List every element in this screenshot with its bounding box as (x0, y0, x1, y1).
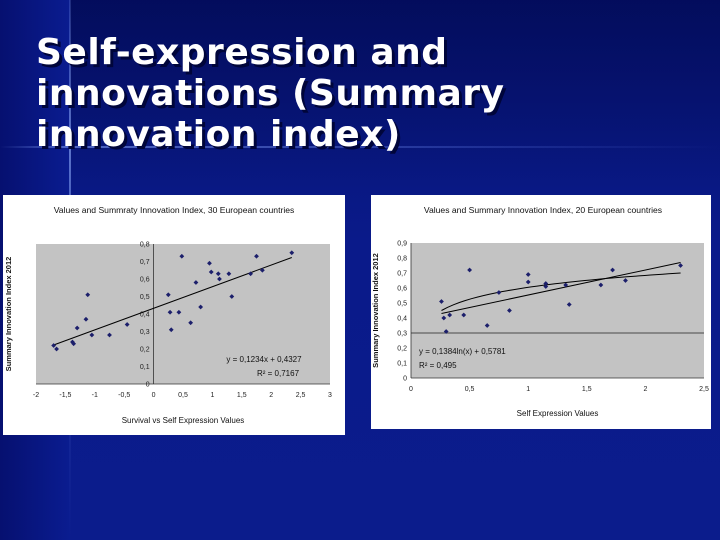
x-tick-label: -0,5 (118, 392, 130, 399)
y-tick-label: 0 (403, 376, 407, 383)
regression-annotation: R² = 0,7167 (257, 369, 300, 378)
data-point (563, 282, 569, 288)
y-tick-label: 0,7 (397, 271, 407, 278)
x-tick-label: 2 (269, 392, 273, 399)
y-tick-label: 0,3 (140, 329, 150, 336)
data-point (525, 279, 531, 285)
data-point (441, 315, 447, 321)
chart-20-countries: Values and Summary Innovation Index, 20 … (371, 205, 709, 418)
x-axis-label: Survival vs Self Expression Values (122, 416, 245, 425)
data-point (507, 308, 512, 313)
y-tick-label: 0,8 (397, 256, 407, 263)
x-tick-label: 0 (409, 386, 413, 393)
regression-annotation: y = 0,1384ln(x) + 0,5781 (419, 347, 506, 356)
y-tick-label: 0,1 (397, 361, 407, 368)
x-tick-label: 1 (526, 386, 530, 393)
data-point (610, 267, 615, 273)
data-point (467, 267, 472, 273)
x-tick-label: 0 (152, 392, 156, 399)
data-point (496, 290, 502, 295)
x-tick-label: -1 (92, 392, 98, 399)
chart-panel-30-countries: Values and Summraty Innovation Index, 30… (3, 195, 345, 435)
y-tick-label: 0,6 (397, 286, 407, 293)
y-tick-label: 0,6 (140, 277, 150, 284)
chart-title: Values and Summraty Innovation Index, 30… (54, 205, 295, 215)
regression-annotation: R² = 0,495 (419, 361, 457, 370)
y-tick-label: 0,5 (140, 294, 150, 301)
trendline-log (441, 272, 681, 311)
y-tick-label: 0,3 (397, 331, 407, 338)
x-tick-label: 0,5 (465, 386, 475, 393)
x-axis-label: Self Expression Values (517, 409, 599, 418)
y-tick-label: 0,4 (140, 312, 150, 319)
decorative-horizontal-line (0, 146, 720, 148)
data-point (289, 250, 295, 256)
data-point (259, 267, 265, 273)
y-tick-label: 0,4 (397, 316, 407, 323)
data-point (447, 312, 453, 318)
data-point (543, 281, 549, 286)
y-tick-label: 0,7 (140, 259, 150, 266)
x-tick-label: 1,5 (582, 386, 592, 393)
x-tick-label: 1 (210, 392, 214, 399)
plot-area (411, 243, 704, 378)
data-point (443, 329, 449, 334)
data-point (623, 278, 628, 283)
y-axis-label: Summary Innovation Index 2012 (4, 257, 13, 372)
y-tick-label: 0 (146, 382, 150, 389)
y-tick-label: 0,8 (140, 242, 150, 249)
y-tick-label: 0,2 (397, 346, 407, 353)
chart-title: Values and Summary Innovation Index, 20 … (424, 205, 662, 215)
y-tick-label: 0,1 (140, 364, 150, 371)
x-tick-label: 2,5 (699, 386, 709, 393)
y-tick-label: 0,5 (397, 301, 407, 308)
x-tick-label: 2,5 (296, 392, 306, 399)
y-tick-label: 0,9 (397, 241, 407, 248)
trendline-linear (53, 257, 292, 346)
data-point (566, 302, 572, 307)
x-tick-label: -1,5 (59, 392, 71, 399)
background-shade (0, 0, 720, 190)
x-tick-label: 1,5 (237, 392, 247, 399)
x-tick-label: -2 (33, 392, 39, 399)
slide-title: Self-expression and innovations (Summary… (36, 32, 505, 155)
x-tick-label: 2 (643, 386, 647, 393)
x-tick-label: 3 (328, 392, 332, 399)
x-tick-label: 0,5 (178, 392, 188, 399)
chart-panel-20-countries: Values and Summary Innovation Index, 20 … (371, 195, 711, 429)
y-axis-label: Summary Innovation Index 2012 (371, 253, 380, 368)
data-point (70, 339, 75, 345)
chart-30-countries: Values and Summraty Innovation Index, 30… (4, 205, 332, 425)
trendline-linear (441, 262, 681, 314)
data-point (525, 272, 531, 277)
regression-annotation: y = 0,1234x + 0,4327 (226, 355, 302, 364)
y-tick-label: 0,2 (140, 347, 150, 354)
data-point (543, 284, 549, 289)
data-point (461, 312, 467, 318)
plot-area (36, 244, 330, 384)
